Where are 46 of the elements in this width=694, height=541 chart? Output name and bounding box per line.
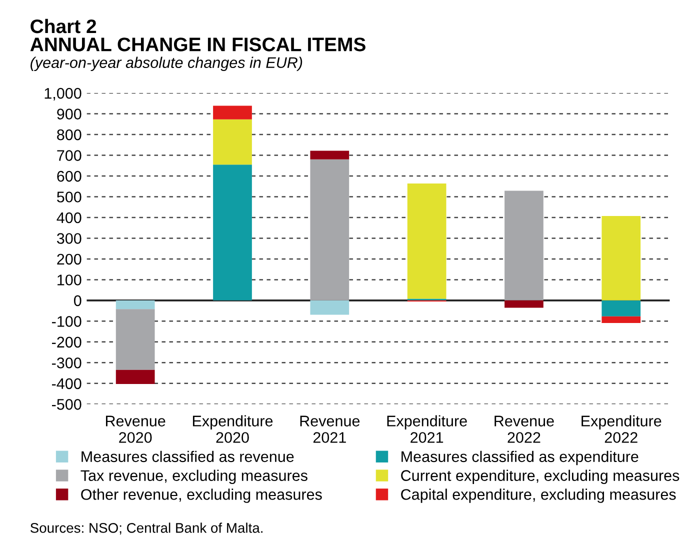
y-tick-label: 400 [56, 212, 82, 224]
bar [602, 216, 641, 300]
bar [504, 300, 544, 308]
source-note: Sources: NSO; Central Bank of Malta. [30, 522, 262, 534]
x-tick-label: Revenue 2020 [106, 416, 166, 443]
y-tick-label: -400 [52, 378, 82, 390]
bar [116, 309, 155, 370]
bar [310, 150, 350, 160]
chart-title: Chart 2 ANNUAL CHANGE IN FISCAL ITEMS [30, 18, 366, 52]
y-tick-label: 0 [74, 295, 82, 306]
y-tick-label: -200 [52, 336, 82, 348]
bar [602, 316, 641, 324]
legend-label: Current expenditure, excluding measures [401, 470, 680, 484]
y-tick-label: 200 [57, 254, 82, 265]
y-tick-label: -500 [52, 398, 82, 410]
y-tick-label: 600 [57, 170, 82, 182]
bar [116, 370, 155, 384]
bar [213, 106, 252, 120]
y-tick-label: 1,000 [44, 88, 82, 101]
x-tick-label: Expenditure 2021 [387, 415, 467, 443]
bar [116, 300, 155, 310]
y-tick-label: 100 [58, 274, 82, 286]
x-tick-label: Expenditure 2022 [582, 415, 662, 443]
y-tick-label: 300 [56, 233, 82, 244]
bar [310, 300, 350, 315]
y-tick-label: 900 [57, 108, 82, 120]
x-tick-label: Expenditure 2020 [192, 415, 273, 443]
y-tick-label: -300 [52, 358, 82, 368]
bar [407, 183, 446, 299]
y-tick-label: 700 [57, 150, 82, 161]
bar [310, 159, 350, 300]
chart-subtitle: (year-on-year absolute changes in EUR) [30, 56, 302, 72]
legend-label: Tax revenue, excluding measures [80, 470, 308, 484]
x-tick-label: Revenue 2022 [494, 416, 554, 443]
legend-label: Other revenue, excluding measures [81, 488, 322, 503]
bar [213, 164, 252, 300]
x-tick-label: Revenue 2021 [300, 416, 360, 443]
bar [504, 190, 544, 300]
y-tick-label: -100 [52, 316, 82, 327]
legend-label: Capital expenditure, excluding measures [401, 488, 676, 503]
legend-label: Measures classified as expenditure [402, 450, 638, 466]
bar [602, 300, 641, 316]
bar [213, 119, 252, 165]
y-tick-label: 500 [57, 192, 82, 202]
y-tick-label: 800 [57, 129, 82, 140]
legend-label: Measures classified as revenue [82, 450, 294, 462]
